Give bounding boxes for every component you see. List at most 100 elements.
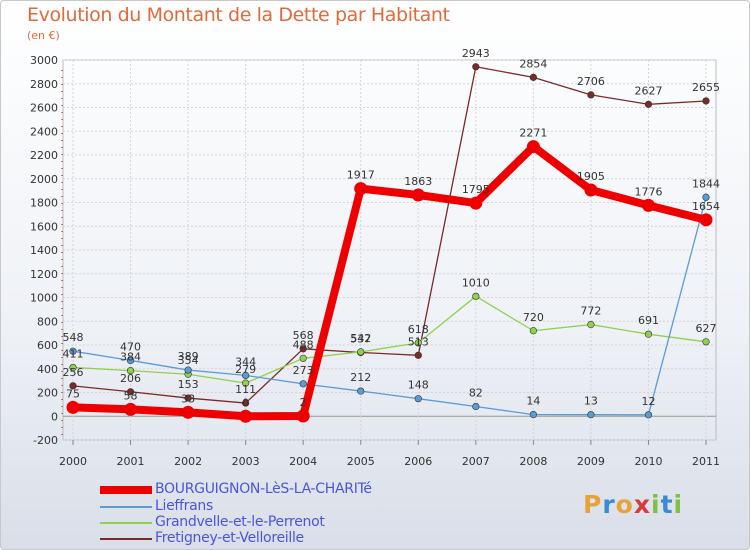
data-point — [299, 380, 307, 388]
data-label: 470 — [120, 340, 141, 353]
data-label: 720 — [523, 311, 544, 324]
data-point — [411, 188, 425, 202]
y-tick-label: 2200 — [30, 149, 58, 162]
legend-swatch — [100, 538, 152, 540]
data-point — [702, 193, 710, 201]
data-point — [126, 388, 135, 396]
data-label: 548 — [63, 331, 84, 344]
data-point — [354, 182, 368, 196]
data-point — [644, 330, 653, 338]
data-label: 627 — [696, 322, 717, 335]
legend-label: Fretigney-et-Velloreille — [155, 530, 304, 546]
legend-label: Lieffrans — [155, 498, 213, 514]
legend-label: Grandvelle-et-le-Perrenot — [155, 514, 325, 530]
x-tick-label: 2001 — [117, 455, 145, 468]
y-tick-label: 2600 — [30, 102, 58, 115]
data-label: 2706 — [577, 75, 605, 88]
data-point — [357, 348, 365, 356]
data-point — [242, 371, 250, 380]
x-tick-label: 2008 — [519, 455, 547, 468]
data-point — [126, 367, 135, 375]
data-point — [587, 320, 595, 329]
x-tick-label: 2011 — [692, 455, 720, 468]
y-tick-label: 1200 — [30, 268, 58, 281]
data-label: 1844 — [692, 177, 720, 190]
data-label: 691 — [638, 314, 659, 327]
data-label: 384 — [120, 351, 141, 364]
data-label: 153 — [178, 378, 199, 391]
x-tick-label: 2002 — [174, 455, 202, 468]
data-label: 1917 — [347, 169, 375, 182]
data-point — [587, 411, 595, 419]
data-point — [242, 379, 250, 387]
x-tick-label: 2009 — [577, 455, 605, 468]
data-label: 13 — [584, 395, 598, 408]
data-point — [299, 354, 307, 362]
data-point — [184, 394, 192, 402]
data-point — [587, 91, 595, 99]
y-tick-label: -200 — [33, 434, 58, 447]
data-point — [644, 411, 653, 419]
logo-letter: r — [602, 490, 616, 519]
y-tick-label: 1800 — [30, 197, 58, 210]
data-label: 1905 — [577, 170, 605, 183]
data-label: 33 — [181, 392, 195, 405]
data-label: 0 — [242, 396, 249, 409]
data-point — [69, 363, 77, 372]
data-point — [414, 339, 422, 347]
data-point — [184, 366, 192, 374]
legend-swatch — [100, 522, 152, 524]
series-line-4 — [72, 66, 707, 404]
legend-swatch — [100, 486, 152, 494]
series-line-2 — [72, 196, 707, 416]
chart-title: Evolution du Montant de la Dette par Hab… — [27, 4, 450, 26]
x-tick-label: 2006 — [404, 455, 432, 468]
data-label: 1795 — [462, 183, 490, 196]
data-label: 2 — [300, 396, 307, 409]
axes: -200 0 200 400 600 800 1000 1200 1400 1600 1800 200… — [30, 54, 720, 468]
data-label: 411 — [63, 347, 84, 360]
x-tick-label: 2003 — [232, 455, 260, 468]
data-label: 513 — [408, 335, 429, 348]
data-point — [644, 100, 653, 108]
data-label: 1776 — [634, 185, 662, 198]
data-label: 1863 — [404, 175, 432, 188]
logo-letter: i — [673, 490, 684, 519]
data-point — [472, 402, 480, 411]
data-label: 12 — [641, 395, 655, 408]
y-tick-label: 0 — [51, 410, 58, 423]
data-label: 2271 — [519, 127, 547, 140]
logo-letter: i — [651, 490, 661, 519]
data-point — [472, 292, 480, 300]
data-label: 344 — [235, 355, 256, 368]
data-point — [299, 345, 307, 353]
data-label: 75 — [66, 387, 80, 400]
data-point — [702, 338, 710, 346]
data-point — [124, 402, 138, 416]
y-tick-label: 1000 — [30, 292, 58, 305]
y-tick-label: 800 — [37, 315, 58, 328]
data-point — [414, 395, 422, 403]
data-label: 354 — [178, 354, 199, 367]
x-tick-label: 2010 — [634, 455, 662, 468]
data-label: 389 — [178, 350, 199, 363]
legend-label: BOURGUIGNON-LèS-LA-CHARITé — [155, 481, 372, 497]
logo-letter: o — [615, 490, 634, 519]
data-point — [702, 97, 710, 105]
data-label: 2627 — [634, 84, 662, 97]
data-label: 148 — [408, 379, 429, 392]
data-label: 2655 — [692, 81, 720, 94]
data-point — [529, 327, 537, 335]
y-tick-label: 2000 — [30, 173, 58, 186]
data-point — [66, 400, 80, 414]
chart-unit-label: (en €) — [27, 29, 60, 42]
y-tick-label: 3000 — [30, 54, 58, 67]
x-tick-label: 2000 — [59, 455, 87, 468]
data-label: 618 — [408, 323, 429, 336]
data-point — [699, 213, 713, 227]
data-point — [529, 410, 537, 419]
data-label: 279 — [235, 363, 256, 376]
data-label: 206 — [120, 372, 141, 385]
